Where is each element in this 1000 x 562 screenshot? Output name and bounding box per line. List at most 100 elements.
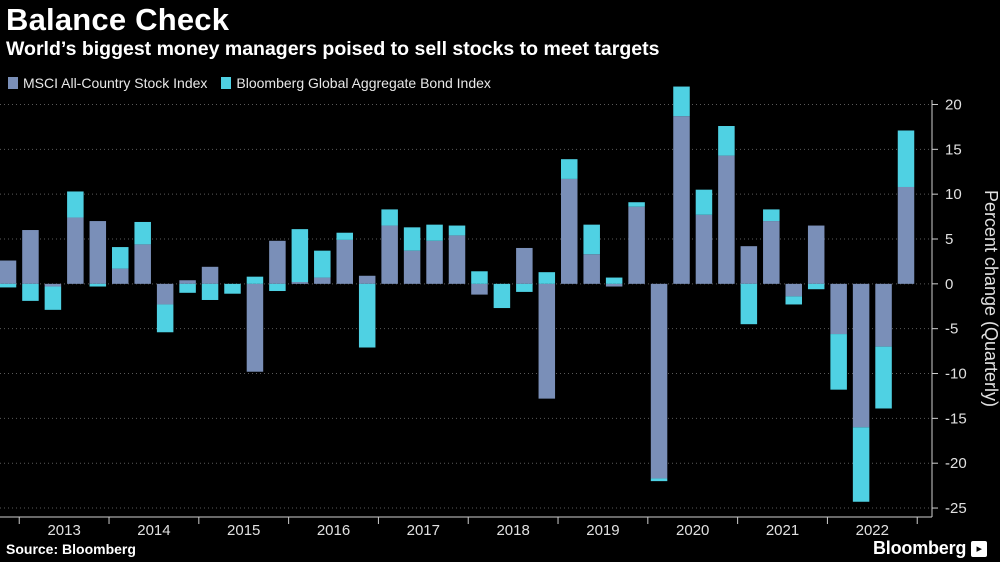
- bar-stock: 2021 Q3 MSCI All-Country Stock Index: -1…: [785, 283, 802, 297]
- bar-bond: 2014 Q3 Bloomberg Global Aggregate Bond …: [156, 304, 174, 333]
- bar-stock: 2019 Q1 MSCI All-Country Stock Index: 11…: [561, 178, 578, 284]
- bar-bond: 2014 Q1 Bloomberg Global Aggregate Bond …: [112, 247, 129, 269]
- bar-stock: 2022 Q2 MSCI All-Country Stock Index: -1…: [852, 283, 870, 428]
- bar-stock: 2020 Q4 MSCI All-Country Stock Index: 14…: [718, 155, 735, 284]
- bar-stock: 2016 Q4 MSCI All-Country Stock Index: 0.…: [358, 275, 376, 284]
- bar-bond: 2020 Q4 Bloomberg Global Aggregate Bond …: [718, 126, 735, 156]
- bar-stock: 2012 Q4 MSCI All-Country Stock Index: 2.…: [0, 260, 17, 284]
- x-tick-label: 2019: [586, 522, 619, 539]
- bar-stock: 2016 Q2 MSCI All-Country Stock Index: 0.…: [314, 277, 331, 284]
- x-tick-label: 2016: [317, 522, 350, 539]
- bar-stock: 2017 Q4 MSCI All-Country Stock Index: 5.…: [448, 235, 466, 284]
- bar-bond: 2013 Q1 Bloomberg Global Aggregate Bond …: [22, 283, 39, 301]
- bar-stock: 2018 Q3 MSCI All-Country Stock Index: 4: [516, 247, 533, 284]
- bar-stock: 2022 Q4 MSCI All-Country Stock Index: 10…: [897, 186, 915, 284]
- bar-bond: 2018 Q3 Bloomberg Global Aggregate Bond …: [516, 283, 533, 292]
- chart-title: Balance Check: [6, 2, 230, 37]
- x-tick-label: 2017: [407, 522, 440, 539]
- bar-bond: 2019 Q1 Bloomberg Global Aggregate Bond …: [561, 159, 578, 179]
- bar-stock: 2018 Q1 MSCI All-Country Stock Index: -1…: [471, 283, 488, 295]
- bar-stock: 2015 Q4 MSCI All-Country Stock Index: 4.…: [269, 240, 286, 284]
- legend: MSCI All-Country Stock Index Bloomberg G…: [8, 75, 491, 91]
- bar-bond: 2018 Q4 Bloomberg Global Aggregate Bond …: [538, 272, 556, 284]
- bar-bond: 2019 Q2 Bloomberg Global Aggregate Bond …: [583, 224, 600, 255]
- bar-stock: 2022 Q3 MSCI All-Country Stock Index: -7: [875, 283, 892, 347]
- bar-bond: 2013 Q2 Bloomberg Global Aggregate Bond …: [44, 286, 62, 310]
- x-tick-label: 2018: [496, 522, 529, 539]
- bar-bond: 2021 Q1 Bloomberg Global Aggregate Bond …: [740, 283, 758, 325]
- bar-stock: 2021 Q2 MSCI All-Country Stock Index: 7: [763, 221, 780, 284]
- bar-bond: 2018 Q2 Bloomberg Global Aggregate Bond …: [493, 283, 511, 309]
- x-tick-label: 2013: [47, 522, 80, 539]
- bar-stock: 2015 Q3 MSCI All-Country Stock Index: -9…: [246, 283, 264, 372]
- y-tick-label: 10: [945, 186, 962, 203]
- brand-logo: Bloomberg ▸: [873, 538, 988, 559]
- bar-bond: 2015 Q1 Bloomberg Global Aggregate Bond …: [201, 283, 219, 300]
- bar-bond: 2019 Q4 Bloomberg Global Aggregate Bond …: [628, 202, 645, 207]
- bar-stock: 2019 Q3 MSCI All-Country Stock Index: -0…: [605, 283, 623, 287]
- bar-bond: 2012 Q4 Bloomberg Global Aggregate Bond …: [0, 283, 17, 288]
- bar-stock: 2015 Q1 MSCI All-Country Stock Index: 1.…: [201, 266, 219, 284]
- legend-label-bonds: Bloomberg Global Aggregate Bond Index: [236, 75, 491, 91]
- bar-bond: 2020 Q2 Bloomberg Global Aggregate Bond …: [673, 86, 690, 117]
- x-tick-label: 2015: [227, 522, 260, 539]
- bar-stock: 2013 Q2 MSCI All-Country Stock Index: -0…: [44, 283, 62, 287]
- bar-bond: 2015 Q4 Bloomberg Global Aggregate Bond …: [269, 283, 286, 292]
- bar-bond: 2017 Q2 Bloomberg Global Aggregate Bond …: [403, 227, 421, 251]
- legend-entry-stocks: MSCI All-Country Stock Index: [8, 75, 207, 91]
- bar-stock: 2017 Q1 MSCI All-Country Stock Index: 6.…: [381, 225, 398, 284]
- y-tick-label: -15: [945, 410, 967, 427]
- bar-stock: 2013 Q3 MSCI All-Country Stock Index: 7.…: [67, 217, 84, 284]
- bar-stock: 2014 Q2 MSCI All-Country Stock Index: 4.…: [134, 244, 151, 284]
- bar-bond: 2021 Q2 Bloomberg Global Aggregate Bond …: [763, 209, 780, 222]
- bar-stock: 2021 Q4 MSCI All-Country Stock Index: 6.…: [807, 225, 825, 284]
- bar-bond: 2016 Q1 Bloomberg Global Aggregate Bond …: [291, 229, 309, 283]
- y-tick-label: 15: [945, 141, 962, 158]
- y-tick-label: -20: [945, 455, 967, 472]
- y-tick-label: -10: [945, 366, 967, 383]
- chart-subtitle: World’s biggest money managers poised to…: [6, 38, 660, 60]
- bar-bond: 2021 Q4 Bloomberg Global Aggregate Bond …: [807, 283, 825, 290]
- brand-wordmark: Bloomberg: [873, 538, 967, 558]
- bar-stock: 2016 Q1 MSCI All-Country Stock Index: 0.…: [291, 282, 309, 284]
- bar-stock: 2014 Q4 MSCI All-Country Stock Index: 0.…: [179, 280, 196, 284]
- y-tick-label: 5: [945, 231, 953, 248]
- y-tick-label: 20: [945, 96, 962, 113]
- legend-swatch-bonds: [221, 77, 232, 89]
- bar-stock: 2017 Q3 MSCI All-Country Stock Index: 4.…: [426, 240, 443, 284]
- bar-bond: 2022 Q4 Bloomberg Global Aggregate Bond …: [897, 130, 915, 187]
- bar-stock: 2019 Q4 MSCI All-Country Stock Index: 8.…: [628, 206, 645, 284]
- bar-bond: 2017 Q3 Bloomberg Global Aggregate Bond …: [426, 224, 443, 241]
- bar-bond: 2016 Q2 Bloomberg Global Aggregate Bond …: [314, 250, 331, 278]
- bar-bond: 2015 Q3 Bloomberg Global Aggregate Bond …: [246, 276, 264, 284]
- bar-bond: 2013 Q4 Bloomberg Global Aggregate Bond …: [89, 283, 107, 287]
- x-tick-label: 2022: [856, 522, 889, 539]
- bar-bond: 2022 Q1 Bloomberg Global Aggregate Bond …: [830, 334, 847, 390]
- bar-bond: 2016 Q4 Bloomberg Global Aggregate Bond …: [358, 283, 376, 348]
- bar-stock: 2018 Q4 MSCI All-Country Stock Index: -1…: [538, 283, 556, 399]
- bar-stock: 2013 Q4 MSCI All-Country Stock Index: 7: [89, 221, 107, 284]
- bar-stock: 2020 Q3 MSCI All-Country Stock Index: 7.…: [695, 214, 713, 284]
- bar-stock: 2016 Q3 MSCI All-Country Stock Index: 4.…: [336, 239, 353, 284]
- bar-stock: 2020 Q2 MSCI All-Country Stock Index: 18…: [673, 116, 690, 284]
- bar-bond: 2020 Q3 Bloomberg Global Aggregate Bond …: [695, 189, 713, 215]
- x-tick-label: 2021: [766, 522, 799, 539]
- bar-bond: 2020 Q1 Bloomberg Global Aggregate Bond …: [650, 478, 668, 482]
- bar-bond: 2022 Q2 Bloomberg Global Aggregate Bond …: [852, 427, 870, 502]
- source-note: Source: Bloomberg: [6, 541, 136, 557]
- y-tick-label: -5: [945, 321, 958, 338]
- bar-stock: 2019 Q2 MSCI All-Country Stock Index: 3.…: [583, 254, 600, 284]
- bar-bond: 2014 Q2 Bloomberg Global Aggregate Bond …: [134, 221, 151, 245]
- bloomberg-mark-icon: ▸: [971, 540, 988, 557]
- legend-entry-bonds: Bloomberg Global Aggregate Bond Index: [221, 75, 491, 91]
- bar-stock: 2017 Q2 MSCI All-Country Stock Index: 3.…: [403, 250, 421, 284]
- legend-label-stocks: MSCI All-Country Stock Index: [23, 75, 208, 91]
- y-tick-label: -25: [945, 500, 967, 517]
- bar-bond: 2013 Q3 Bloomberg Global Aggregate Bond …: [67, 191, 84, 218]
- bar-bond: 2014 Q4 Bloomberg Global Aggregate Bond …: [179, 283, 196, 293]
- bar-bond: 2017 Q1 Bloomberg Global Aggregate Bond …: [381, 209, 398, 226]
- bar-stock: 2014 Q3 MSCI All-Country Stock Index: -2…: [156, 283, 174, 305]
- bar-stock: 2021 Q1 MSCI All-Country Stock Index: 4.…: [740, 246, 758, 284]
- legend-swatch-stocks: [8, 77, 18, 89]
